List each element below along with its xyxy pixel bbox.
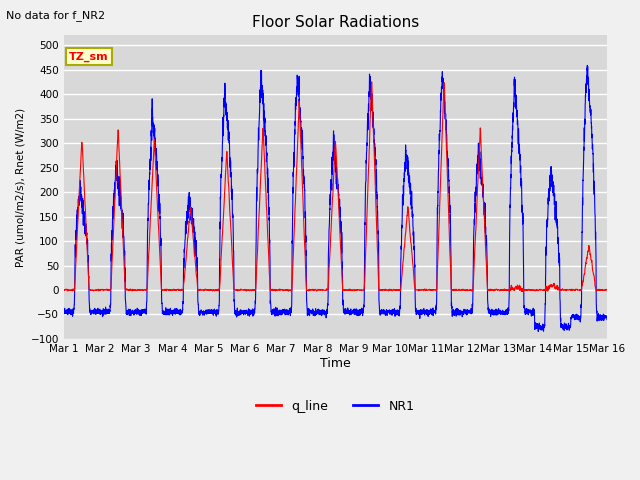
Title: Floor Solar Radiations: Floor Solar Radiations — [252, 15, 419, 30]
Y-axis label: PAR (umol/m2/s), Rnet (W/m2): PAR (umol/m2/s), Rnet (W/m2) — [15, 108, 25, 267]
Text: TZ_sm: TZ_sm — [69, 52, 109, 62]
X-axis label: Time: Time — [320, 357, 351, 370]
Legend: q_line, NR1: q_line, NR1 — [252, 395, 419, 418]
Text: No data for f_NR2: No data for f_NR2 — [6, 10, 106, 21]
